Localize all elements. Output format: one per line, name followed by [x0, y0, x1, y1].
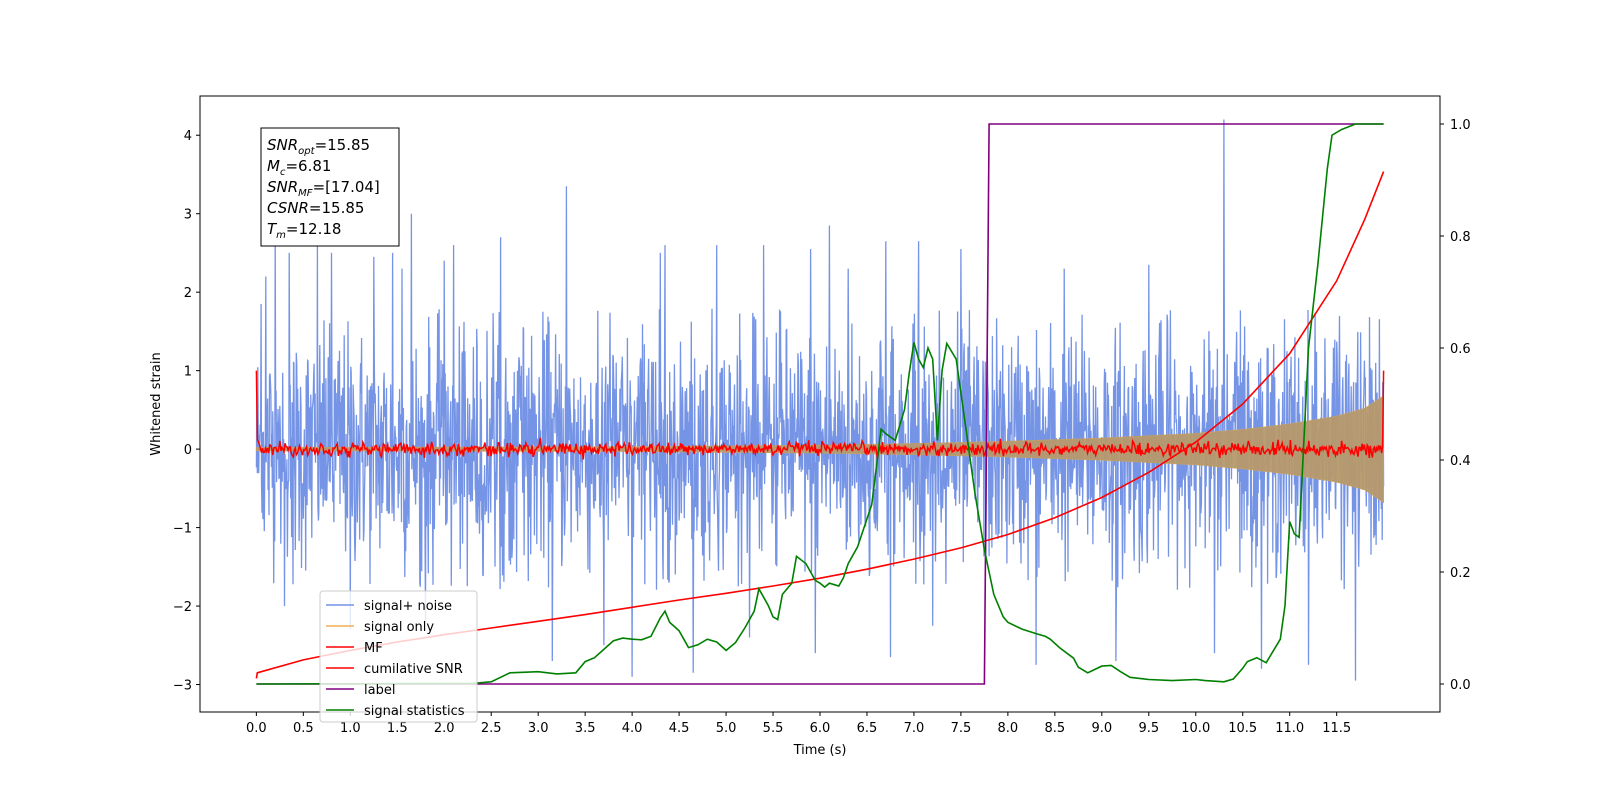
y2-tick-label: 0.6	[1450, 342, 1471, 357]
x-tick-label: 4.0	[622, 721, 643, 736]
series-signal-only	[255, 395, 1384, 504]
annotation-line: CSNR=15.85	[267, 199, 364, 217]
annotation-symbol: T	[267, 220, 278, 238]
y-tick-label: 3	[184, 208, 192, 223]
series-label	[256, 123, 1384, 685]
legend-label: MF	[364, 641, 383, 656]
x-tick-label: 5.5	[763, 721, 784, 736]
x-tick-label: 2.5	[481, 721, 502, 736]
annotation-subscript: opt	[298, 146, 315, 157]
annotation-subscript: c	[280, 167, 286, 178]
y-axis-left: −3 −2 −1 0 1 2 3 4	[173, 129, 200, 694]
x-tick-label: 2.0	[434, 721, 455, 736]
y-tick-label: −2	[173, 600, 192, 615]
x-tick-label: 7.0	[904, 721, 925, 736]
y2-tick-label: 0.8	[1450, 230, 1471, 245]
annotation-symbol: M	[267, 157, 280, 175]
x-tick-label: 11.0	[1275, 721, 1304, 736]
x-tick-label: 5.0	[716, 721, 737, 736]
x-tick-label: 10.0	[1181, 721, 1210, 736]
y-tick-label: 4	[184, 129, 192, 144]
annotation-line: SNRMF=[17.04]	[267, 178, 380, 199]
x-tick-label: 6.5	[857, 721, 878, 736]
x-tick-label: 9.5	[1138, 721, 1159, 736]
annotation-value: =[17.04]	[313, 178, 380, 196]
legend-label: signal+ noise	[364, 599, 452, 614]
x-tick-label: 0.0	[246, 721, 267, 736]
annotation-line: SNRopt=15.85	[267, 136, 370, 157]
x-tick-label: 9.0	[1091, 721, 1112, 736]
x-tick-label: 3.5	[575, 721, 596, 736]
y-tick-label: −1	[173, 522, 192, 537]
x-tick-label: 1.5	[387, 721, 408, 736]
x-tick-label: 6.0	[810, 721, 831, 736]
x-tick-label: 0.5	[293, 721, 314, 736]
x-tick-label: 8.0	[998, 721, 1019, 736]
annotation-value: =15.85	[315, 136, 371, 154]
annotation-symbol: CSNR	[267, 199, 309, 217]
x-tick-label: 4.5	[669, 721, 690, 736]
y-tick-label: −3	[173, 679, 192, 694]
y2-tick-label: 1.0	[1450, 118, 1471, 133]
x-tick-label: 3.0	[528, 721, 549, 736]
annotation-box	[260, 127, 400, 247]
plot-area	[255, 119, 1385, 685]
annotation-subscript: MF	[298, 188, 313, 199]
x-axis-label: Time (s)	[793, 743, 847, 758]
x-tick-label: 10.5	[1228, 721, 1257, 736]
x-tick-label: 7.5	[951, 721, 972, 736]
legend-label: label	[364, 683, 395, 698]
y2-tick-label: 0.2	[1450, 566, 1471, 581]
annotation-line: Tm=12.18	[267, 220, 341, 241]
legend-label: signal statistics	[364, 704, 465, 719]
legend-label: signal only	[364, 620, 434, 635]
series-mf	[255, 370, 1385, 460]
annotation-subscript: m	[276, 230, 286, 241]
series-signal-statistics	[256, 123, 1384, 685]
y-axis-label: Whitened strain	[149, 352, 164, 455]
legend: signal+ noise signal only MF cumilative SNR…	[319, 590, 478, 723]
x-tick-label: 8.5	[1045, 721, 1066, 736]
annotation-symbol: SNR	[267, 136, 298, 154]
stats-annotation-box: SNRopt=15.85Mc=6.81SNRMF=[17.04]CSNR=15.…	[260, 127, 400, 247]
y2-tick-label: 0.4	[1450, 454, 1471, 469]
annotation-value: =12.18	[286, 220, 342, 238]
x-axis: 0.0 0.5 1.0 1.5 2.0 2.5 3.0 3.5 4.0 4.5 5.0 5.5 6.0 6…	[246, 712, 1351, 736]
y-axis-right: 0.0 0.2 0.4 0.6 0.8 1.0	[1440, 118, 1471, 693]
y-tick-label: 0	[184, 443, 192, 458]
x-tick-label: 1.0	[340, 721, 361, 736]
y-tick-label: 1	[184, 365, 192, 380]
annotation-value: =6.81	[285, 157, 331, 175]
x-tick-label: 11.5	[1322, 721, 1351, 736]
annotation-symbol: SNR	[267, 178, 298, 196]
annotation-line: Mc=6.81	[267, 157, 331, 178]
legend-box	[319, 590, 478, 723]
y-tick-label: 2	[184, 286, 192, 301]
legend-label: cumilative SNR	[364, 662, 463, 677]
y2-tick-label: 0.0	[1450, 678, 1471, 693]
annotation-value: =15.85	[309, 199, 365, 217]
